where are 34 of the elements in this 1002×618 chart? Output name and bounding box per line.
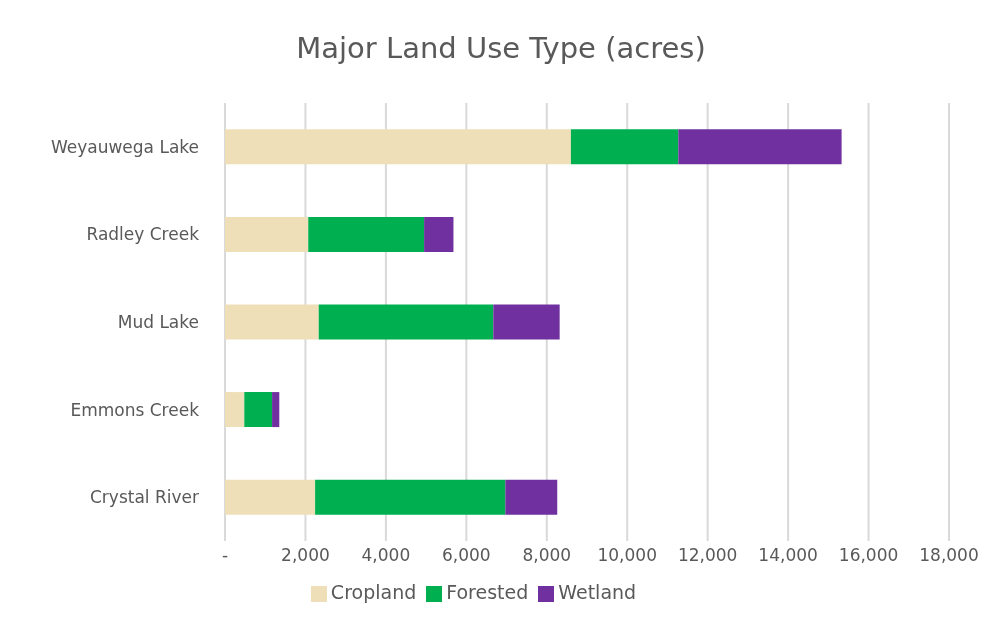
x-tick-label: 12,000 (677, 545, 738, 566)
chart-title: Major Land Use Type (acres) (295, 30, 707, 67)
y-tick-label: Mud Lake (117, 312, 199, 333)
y-tick-label: Radley Creek (86, 224, 200, 245)
x-tick-label: 10,000 (597, 545, 657, 566)
bar (318, 304, 494, 340)
bar (315, 479, 506, 515)
x-tick-label: 6,000 (442, 545, 491, 566)
x-tick-label: 8,000 (522, 545, 572, 566)
bar (678, 129, 842, 165)
bar (225, 216, 309, 252)
bar (225, 392, 245, 428)
bar (424, 216, 454, 252)
bar (493, 304, 560, 340)
x-tick-label: 16,000 (838, 545, 899, 566)
x-tick-label: 2,000 (281, 545, 330, 566)
x-tick-label: 4,000 (361, 545, 411, 566)
bar (272, 392, 280, 428)
bar (225, 129, 571, 165)
x-tick-label: 14,000 (758, 545, 818, 566)
y-tick-label: Weyauwega Lake (50, 136, 199, 157)
bar (225, 304, 319, 340)
bar (225, 479, 316, 515)
legend-label: Forested (446, 581, 529, 603)
bar (244, 392, 273, 428)
legend-label: Wetland (558, 581, 637, 603)
y-tick-label: Emmons Creek (70, 399, 200, 420)
bar (308, 216, 425, 252)
legend-label: Cropland (330, 581, 417, 603)
x-tick-label: - (221, 545, 229, 566)
x-tick-label: 18,000 (919, 545, 979, 566)
bar (505, 479, 558, 515)
bar (570, 129, 679, 165)
y-tick-label: Crystal River (89, 487, 200, 508)
